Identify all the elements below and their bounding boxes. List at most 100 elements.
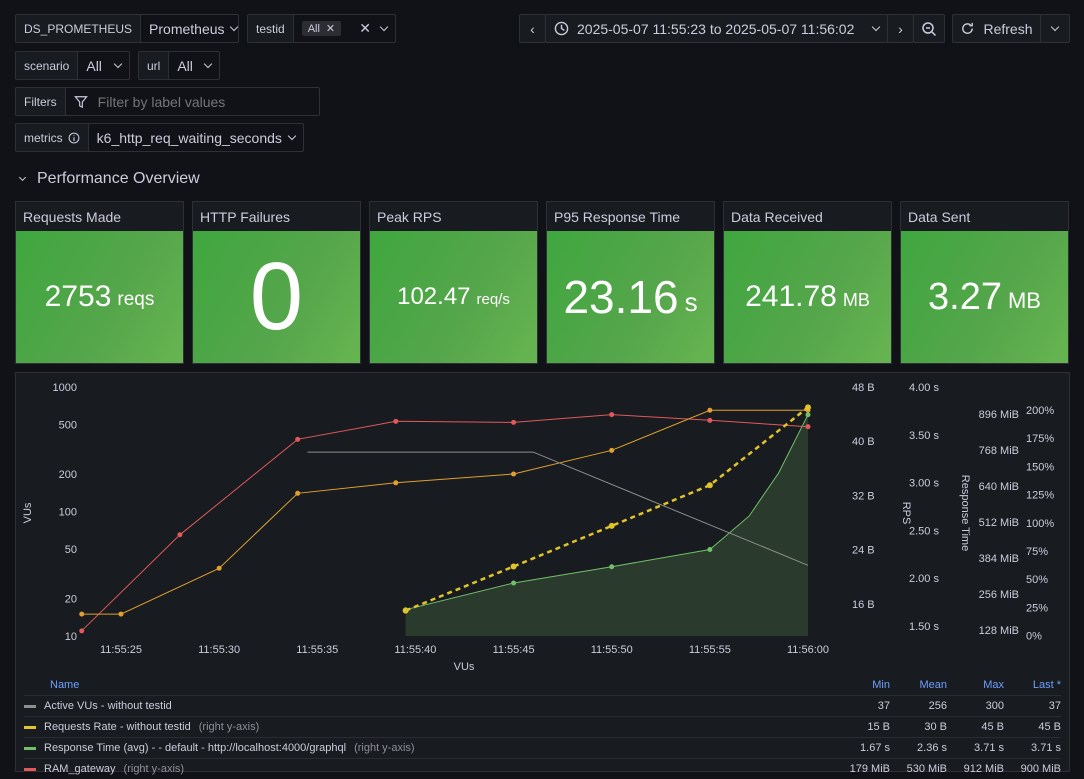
y-left-tick: 100	[59, 507, 77, 519]
legend-series-name: RAM_gateway	[44, 763, 116, 775]
chevron-down-icon	[203, 59, 213, 69]
legend-last: 3.71 s	[1031, 742, 1061, 754]
legend-row[interactable]: Response Time (avg) - - default - http:/…	[24, 737, 1061, 758]
y-bytes-tick: 48 B	[852, 382, 875, 394]
legend-axis-note: (right y-axis)	[354, 742, 415, 754]
y-pct-tick: 25%	[1026, 602, 1048, 614]
stat-title: Data Sent	[908, 208, 971, 225]
legend-min: 179 MiB	[849, 763, 890, 775]
chevron-down-icon	[229, 22, 238, 32]
row-header[interactable]: Performance Overview	[18, 170, 200, 188]
zoom-out-icon	[922, 21, 937, 36]
clear-icon[interactable]: ✕	[359, 20, 371, 36]
ds-variable-label: DS_PROMETHEUS	[16, 15, 142, 42]
refresh-label: Refresh	[983, 20, 1033, 37]
legend-header-last[interactable]: Last *	[1032, 679, 1061, 691]
stat-data-sent[interactable]: Data Sent 3.27 MB	[900, 201, 1069, 364]
y-rt-tick: 2.00 s	[909, 573, 939, 585]
filter-input[interactable]	[97, 93, 298, 110]
ds-variable[interactable]: DS_PROMETHEUS Prometheus	[15, 14, 239, 43]
time-forward-button[interactable]: ›	[887, 14, 914, 43]
refresh-interval-button[interactable]	[1040, 14, 1070, 43]
y-mib-tick: 128 MiB	[979, 625, 1019, 637]
stat-data-received[interactable]: Data Received 241.78 MB	[723, 201, 892, 364]
requests-rate-line	[405, 406, 809, 612]
filter-icon	[73, 95, 88, 108]
legend-max: 912 MiB	[963, 763, 1004, 775]
remove-chip-icon[interactable]: ✕	[325, 23, 336, 35]
scenario-variable-label: scenario	[16, 52, 79, 79]
response-time-point	[805, 412, 811, 418]
y-rt-tick: 4.00 s	[909, 382, 939, 394]
y-left-tick: 20	[65, 594, 77, 606]
legend-min: 15 B	[867, 721, 890, 733]
scenario-variable[interactable]: scenario All	[15, 51, 130, 80]
ram-point	[609, 412, 615, 418]
legend-header-mean[interactable]: Mean	[919, 679, 947, 691]
stat-requests-made[interactable]: Requests Made 2753 reqs	[15, 201, 184, 364]
y-rt-label: Response Time	[959, 475, 971, 551]
testid-chip[interactable]: All ✕	[301, 21, 342, 36]
refresh-icon	[962, 22, 974, 34]
time-back-button[interactable]: ‹	[519, 14, 546, 43]
chevron-down-icon	[287, 131, 297, 141]
y-left-tick: 1000	[53, 382, 77, 394]
stat-title: P95 Response Time	[554, 208, 681, 225]
legend-row[interactable]: RAM_gateway (right y-axis) 179 MiB 530 MiB 9…	[24, 758, 1061, 779]
stat-value: 241.78	[745, 280, 837, 313]
cpu-point	[216, 565, 222, 571]
chart-legend: Name Min Mean Max Last * Active VUs - wi…	[16, 673, 1069, 775]
x-tick: 11:55:35	[296, 644, 338, 656]
filters-variable[interactable]: Filters	[15, 87, 320, 116]
legend-header-name[interactable]: Name	[50, 679, 80, 691]
info-icon	[68, 132, 80, 143]
legend-row[interactable]: Requests Rate - without testid (right y-a…	[24, 716, 1061, 737]
stat-unit: MB	[1007, 288, 1041, 313]
response-time-point	[707, 547, 713, 553]
stat-peak-rps[interactable]: Peak RPS 102.47 req/s	[369, 201, 538, 364]
testid-chip-label: All	[307, 22, 320, 35]
cpu-point	[393, 480, 399, 486]
legend-last: 900 MiB	[1020, 763, 1061, 775]
timeseries-chart[interactable]: 1000 500 200 100 50 20 10 VUs 11:55:25 11:55:30 11…	[16, 373, 1069, 673]
stat-title: Requests Made	[23, 208, 122, 225]
testid-variable[interactable]: testid All ✕ ✕	[247, 14, 396, 43]
legend-axis-note: (right y-axis)	[123, 763, 185, 775]
legend-mean: 256	[928, 700, 947, 712]
legend-last: 37	[1048, 700, 1061, 712]
legend-row[interactable]: Active VUs - without testid 37 256 300 37	[24, 695, 1061, 716]
stat-http-failures[interactable]: HTTP Failures 0	[192, 201, 361, 364]
x-tick: 11:56:00	[787, 644, 829, 656]
legend-max: 45 B	[981, 721, 1004, 733]
legend-min: 37	[877, 700, 890, 712]
x-tick: 11:55:40	[394, 644, 436, 656]
legend-mean: 530 MiB	[906, 763, 947, 775]
stat-value: 3.27	[928, 275, 1002, 318]
metrics-variable-label: metrics	[24, 130, 63, 145]
stat-title: Peak RPS	[377, 208, 442, 225]
time-range-picker[interactable]: 2025-05-07 11:55:23 to 2025-05-07 11:56:…	[545, 14, 888, 43]
legend-mean: 30 B	[924, 721, 947, 733]
stat-unit: req/s	[476, 290, 510, 308]
metrics-variable[interactable]: metrics k6_http_req_waiting_seconds	[15, 123, 304, 152]
refresh-button[interactable]: Refresh	[952, 14, 1041, 43]
cpu-point	[295, 490, 301, 496]
legend-header-min[interactable]: Min	[872, 679, 890, 691]
stat-value: 23.16	[563, 271, 679, 323]
timeseries-panel[interactable]: 1000 500 200 100 50 20 10 VUs 11:55:25 11:55:30 11…	[15, 372, 1070, 775]
zoom-out-button[interactable]	[913, 14, 945, 43]
collapse-chevron-icon[interactable]	[18, 173, 27, 182]
stat-p95-response-time[interactable]: P95 Response Time 23.16 s	[546, 201, 715, 364]
y-mib-tick: 256 MiB	[979, 589, 1019, 601]
url-variable[interactable]: url All	[138, 51, 220, 80]
y-left-label: VUs	[22, 502, 34, 523]
chevron-down-icon	[1050, 22, 1060, 32]
chevron-down-icon	[113, 59, 123, 69]
legend-header-max[interactable]: Max	[983, 679, 1004, 691]
legend-series-name: Active VUs - without testid	[44, 700, 172, 712]
y-rt-tick: 3.50 s	[909, 430, 939, 442]
requests-rate-point	[805, 404, 811, 411]
stat-title: Data Received	[731, 208, 823, 225]
chevron-down-icon[interactable]	[379, 22, 389, 32]
x-tick: 11:55:25	[100, 644, 142, 656]
